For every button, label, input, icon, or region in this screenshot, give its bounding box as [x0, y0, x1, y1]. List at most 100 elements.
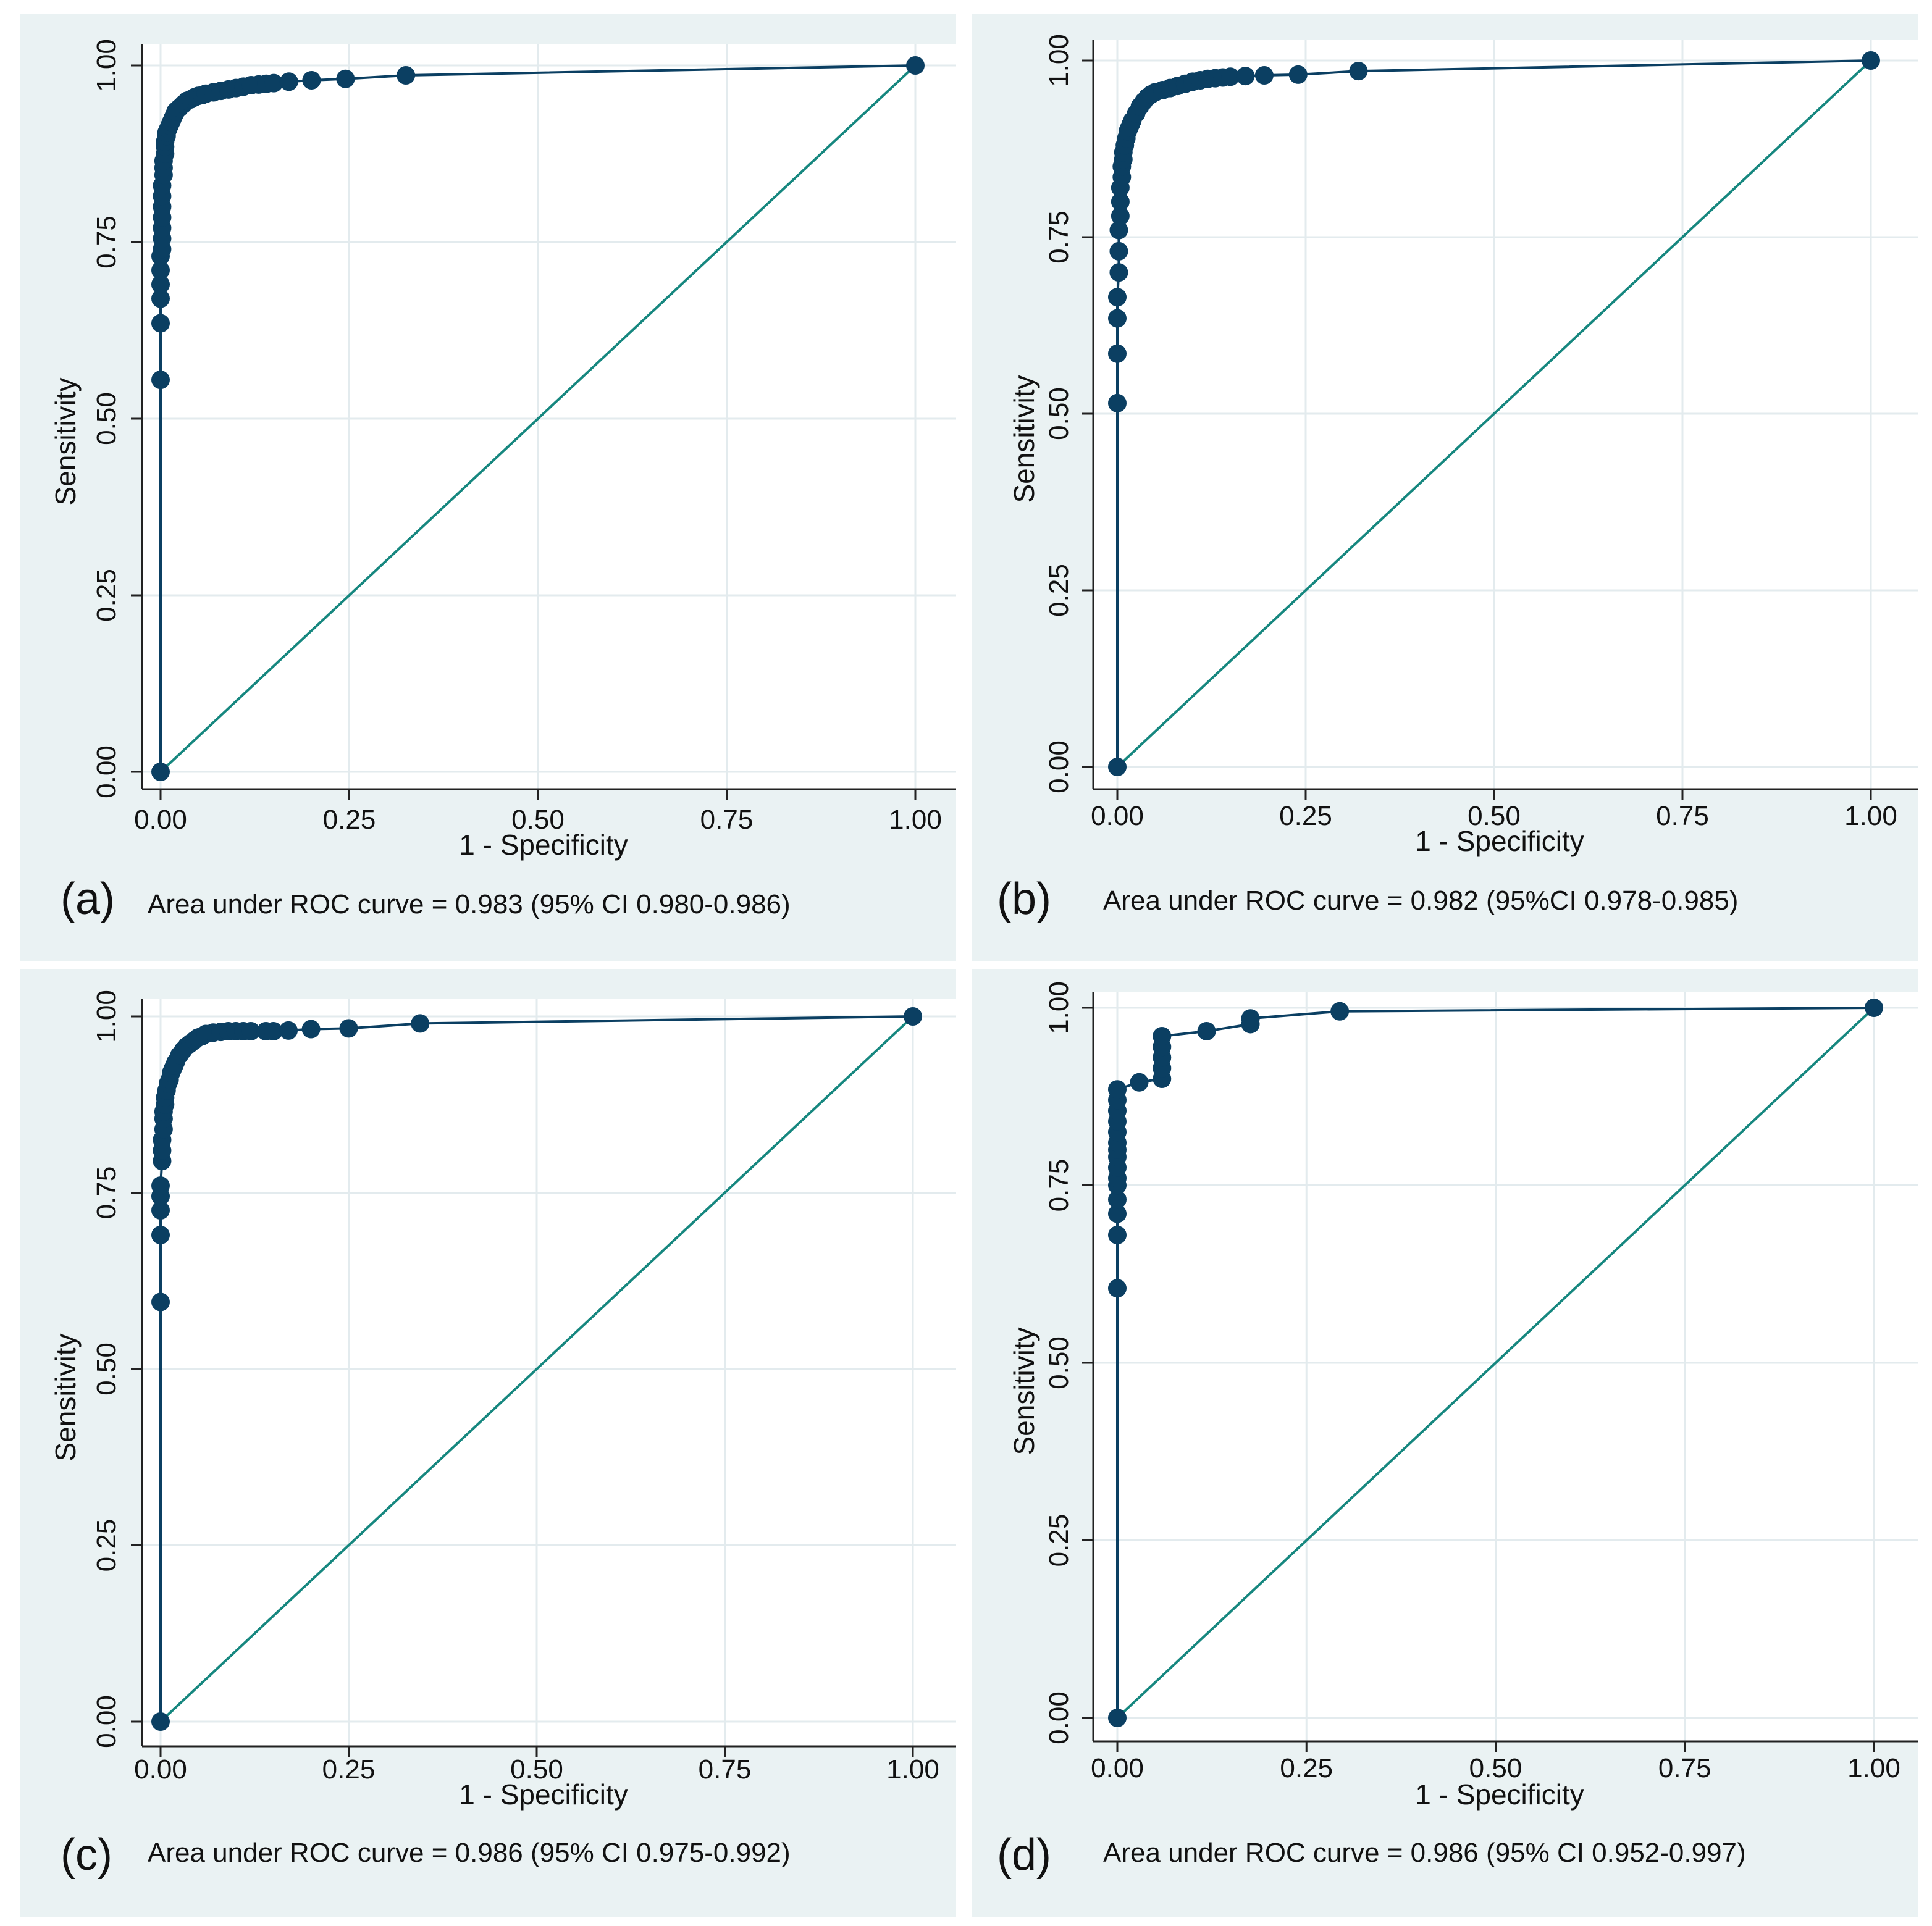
roc-point [1330, 1002, 1350, 1021]
roc-point [1108, 288, 1127, 307]
roc-chart-d: 0.00 0.25 0.50 0.75 1.00 0.00 0.25 0.50 0.75 1.00… [1008, 981, 1918, 1811]
roc-point [904, 1007, 922, 1026]
plot-area [1093, 992, 1918, 1741]
x-tick-label: 0.00 [134, 1754, 187, 1785]
panel-label-c: (c) [61, 1830, 112, 1880]
roc-point [1236, 67, 1255, 86]
plot-area [142, 999, 956, 1746]
roc-point [1108, 309, 1127, 328]
x-tick-label: 0.75 [1656, 801, 1709, 831]
plot-area [142, 44, 956, 789]
y-tick-label: 0.50 [1044, 387, 1074, 440]
roc-chart-b: 0.00 0.25 0.50 0.75 1.00 0.00 0.25 0.50 0.75 1.00… [1008, 34, 1918, 857]
roc-point [1254, 66, 1274, 85]
x-tick-label: 0.50 [511, 805, 565, 835]
roc-chart-a: 0.00 0.25 0.50 0.75 1.00 0.00 0.25 0.50 0.75 1.00… [49, 39, 956, 861]
x-tick-label: 0.00 [134, 805, 187, 835]
roc-point [906, 56, 925, 75]
roc-point [1108, 1080, 1127, 1099]
roc-point [151, 261, 170, 280]
roc-point [151, 371, 170, 390]
y-tick-label: 0.75 [1044, 1159, 1074, 1212]
roc-point [1865, 999, 1883, 1017]
roc-point [1288, 65, 1308, 84]
auc-caption-c: Area under ROC curve = 0.986 (95% CI 0.9… [148, 1838, 791, 1868]
roc-point [1862, 51, 1880, 70]
x-tick-label: 0.25 [322, 1754, 376, 1785]
roc-point [151, 1292, 170, 1312]
roc-panel-d: 0.00 0.25 0.50 0.75 1.00 0.00 0.25 0.50 0.75 1.00… [972, 969, 1918, 1917]
roc-point [411, 1014, 430, 1033]
roc-panel-a: 0.00 0.25 0.50 0.75 1.00 0.00 0.25 0.50 0.75 1.00… [20, 14, 956, 961]
x-tick-label: 0.50 [510, 1754, 563, 1785]
y-axis-title: Sensitivity [1008, 1327, 1040, 1455]
panel-label-a: (a) [61, 874, 115, 924]
roc-point [1108, 1190, 1127, 1209]
y-tick-label: 0.25 [1044, 564, 1074, 617]
reference-line [1116, 1007, 1875, 1719]
y-tick-label: 1.00 [91, 990, 122, 1043]
roc-point [1108, 1709, 1127, 1727]
y-tick-label: 1.00 [1044, 34, 1074, 87]
reference-line [159, 64, 917, 773]
roc-point [1109, 241, 1128, 261]
y-axis-title: Sensitivity [49, 377, 82, 505]
x-tick-label: 0.25 [1280, 1753, 1333, 1783]
y-tick-label: 0.00 [1044, 1691, 1074, 1744]
auc-caption-b: Area under ROC curve = 0.982 (95%CI 0.97… [1103, 886, 1739, 916]
y-axis-title: Sensitivity [49, 1333, 82, 1461]
reference-line [1116, 59, 1872, 768]
roc-point [1108, 393, 1127, 412]
y-tick-label: 0.75 [91, 216, 122, 269]
x-axis-title: 1 - Specificity [1415, 1778, 1584, 1811]
x-tick-label: 0.75 [700, 805, 754, 835]
roc-point [397, 66, 416, 85]
roc-point [151, 1712, 170, 1731]
roc-point [1241, 1009, 1260, 1028]
x-tick-label: 0.75 [699, 1754, 752, 1785]
y-tick-label: 0.50 [91, 1342, 122, 1396]
roc-point [1111, 192, 1130, 211]
roc-point [1108, 344, 1127, 363]
x-tick-label: 1.00 [1844, 801, 1897, 831]
y-axis-title: Sensitivity [1008, 375, 1040, 503]
y-tick-label: 0.50 [91, 392, 122, 445]
y-tick-label: 0.25 [91, 1519, 122, 1572]
reference-line [159, 1015, 914, 1723]
x-tick-label: 1.00 [889, 805, 942, 835]
y-tick-label: 0.00 [91, 745, 122, 798]
roc-point [151, 1176, 170, 1195]
roc-point [151, 1226, 170, 1245]
x-tick-label: 1.00 [1847, 1753, 1900, 1783]
auc-caption-a: Area under ROC curve = 0.983 (95% CI 0.9… [148, 889, 791, 919]
roc-panel-c: 0.00 0.25 0.50 0.75 1.00 0.00 0.25 0.50 0.75 1.00… [20, 969, 956, 1917]
roc-point [264, 1021, 283, 1040]
roc-point [1130, 1073, 1149, 1092]
roc-point [1108, 758, 1127, 776]
roc-point [279, 1021, 298, 1040]
x-tick-label: 0.50 [1468, 801, 1521, 831]
roc-point [339, 1019, 358, 1038]
panel-label-d: (d) [997, 1830, 1051, 1880]
y-tick-label: 0.75 [1044, 211, 1074, 264]
y-tick-label: 0.25 [91, 569, 122, 622]
y-tick-label: 0.25 [1044, 1514, 1074, 1567]
y-tick-label: 0.00 [91, 1695, 122, 1748]
roc-point [1109, 263, 1128, 282]
roc-point [151, 763, 170, 781]
roc-point [1108, 1204, 1127, 1223]
roc-point [1111, 206, 1130, 225]
roc-panel-b: 0.00 0.25 0.50 0.75 1.00 0.00 0.25 0.50 0.75 1.00… [972, 14, 1918, 961]
x-tick-label: 0.50 [1469, 1753, 1522, 1783]
y-tick-label: 0.00 [1044, 740, 1074, 793]
roc-point [1197, 1021, 1216, 1040]
roc-point [301, 1020, 321, 1039]
x-tick-label: 0.00 [1091, 1753, 1144, 1783]
x-axis-title: 1 - Specificity [459, 1778, 628, 1811]
panel-label-b: (b) [997, 874, 1051, 924]
roc-point [279, 72, 298, 91]
roc-point [1349, 62, 1368, 81]
roc-point [242, 1021, 261, 1040]
x-tick-label: 0.00 [1091, 801, 1144, 831]
y-tick-label: 0.75 [91, 1166, 122, 1220]
